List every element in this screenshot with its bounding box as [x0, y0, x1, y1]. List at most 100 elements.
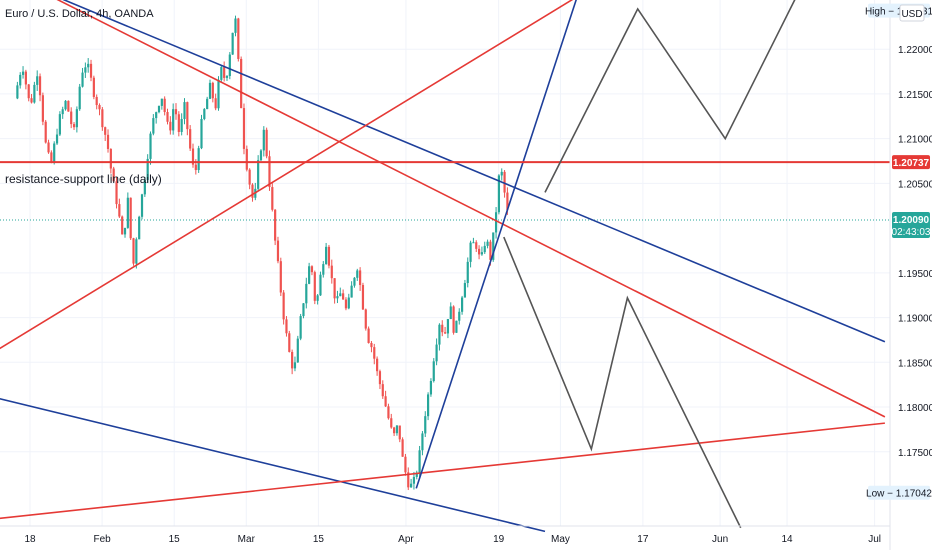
- y-tick-label: 1.18500: [898, 358, 932, 369]
- candle-body: [225, 76, 229, 78]
- candle-body: [460, 297, 464, 312]
- candle-body: [231, 32, 234, 55]
- candle-body: [401, 439, 404, 457]
- currency-badge[interactable]: USD: [899, 4, 925, 22]
- candle-body: [415, 472, 418, 477]
- x-tick-label: Feb: [93, 534, 111, 545]
- candle-body: [356, 270, 359, 278]
- candle-body: [370, 342, 373, 348]
- candle-body: [166, 112, 169, 122]
- candle-body: [367, 328, 370, 343]
- price-tag-box: [892, 155, 930, 170]
- y-tick-label: 1.22000: [898, 45, 932, 56]
- candle-body: [313, 272, 316, 301]
- candle-body: [143, 179, 146, 195]
- candle-body: [412, 476, 416, 484]
- candle-body: [217, 79, 220, 109]
- x-tick-label: 15: [169, 534, 181, 545]
- candle-body: [95, 96, 98, 106]
- candle-body: [19, 74, 22, 86]
- candle-body: [84, 67, 87, 73]
- trend-lines[interactable]: [0, 0, 890, 533]
- candle-body: [429, 380, 433, 395]
- candle-body: [109, 148, 112, 169]
- candle-body: [376, 358, 379, 372]
- candle-body: [438, 324, 441, 345]
- candle-body: [152, 118, 155, 134]
- candle-body: [30, 98, 33, 103]
- candle-body: [200, 118, 203, 149]
- x-tick-label: Jul: [868, 534, 881, 545]
- price-axis[interactable]: 1.22000 1.21500 1.21000 1.20500 1.19500 1.190…: [898, 45, 932, 459]
- candle-body: [72, 124, 76, 128]
- candle-body: [390, 418, 393, 428]
- trend-line-2: [0, 398, 546, 533]
- grid-lines: [0, 0, 890, 526]
- candle-body: [135, 239, 138, 264]
- candle-body: [234, 18, 237, 33]
- price-tag-value: High − 1.22431: [865, 7, 932, 18]
- candle-body: [279, 261, 282, 293]
- candle-body: [336, 296, 339, 299]
- candle-body: [75, 109, 78, 128]
- candle-body: [347, 297, 350, 309]
- time-axis[interactable]: 18 Feb 15 Mar 15 Apr 19 May 17 Jun 14 Jul: [24, 534, 881, 545]
- y-tick-label: 1.19000: [898, 314, 932, 325]
- candle-body: [506, 192, 509, 211]
- candle-body: [407, 472, 410, 488]
- candle-body: [16, 85, 19, 99]
- candle-body: [268, 156, 271, 188]
- candle-body: [330, 265, 333, 279]
- candle-body: [104, 127, 107, 135]
- y-tick-label: 1.18000: [898, 403, 932, 414]
- candle-body: [58, 114, 61, 135]
- candle-body: [163, 98, 166, 113]
- candle-body: [410, 483, 413, 488]
- candle-body: [115, 181, 118, 205]
- candle-body: [381, 384, 384, 397]
- projection-paths[interactable]: [503, 0, 818, 529]
- candle-body: [449, 306, 452, 320]
- candle-body: [112, 168, 115, 182]
- candle-body: [455, 320, 458, 333]
- candle-body: [191, 148, 195, 165]
- candle-body: [38, 76, 42, 96]
- candle-body: [339, 293, 342, 297]
- price-tag-box: [868, 485, 930, 500]
- candle-body: [443, 332, 447, 334]
- candle-body: [469, 242, 472, 262]
- candle-body: [424, 416, 427, 434]
- candle-body: [197, 148, 200, 171]
- x-tick-label: 18: [24, 534, 36, 545]
- candle-body: [146, 158, 149, 180]
- candle-body: [101, 109, 104, 128]
- candle-body: [129, 197, 132, 239]
- candle-body: [353, 277, 356, 286]
- candle-body: [265, 129, 268, 157]
- candle-body: [106, 134, 110, 149]
- x-tick-label: 17: [637, 534, 649, 545]
- candle-body: [138, 216, 141, 240]
- candle-body: [418, 450, 421, 473]
- y-tick-label: 1.21500: [898, 90, 932, 101]
- x-tick-label: 14: [781, 534, 793, 545]
- candle-body: [251, 184, 254, 198]
- x-tick-label: 15: [313, 534, 325, 545]
- y-tick-label: 1.17500: [898, 448, 932, 459]
- candle-body: [426, 394, 430, 417]
- candle-body: [189, 129, 192, 149]
- x-tick-label: May: [551, 534, 570, 545]
- resistance-support-label: resistance-support line (daily): [5, 172, 162, 186]
- candle-body: [89, 63, 93, 78]
- candle-body: [262, 129, 265, 151]
- candle-body: [206, 98, 209, 110]
- y-tick-label: 1.20500: [898, 179, 932, 190]
- candle-body: [342, 293, 345, 300]
- candle-body: [174, 109, 178, 115]
- candle-body: [220, 67, 223, 80]
- candle-body: [149, 133, 152, 159]
- candle-body: [319, 274, 322, 296]
- trend-line-3: [56, 0, 886, 418]
- candle-body: [492, 232, 495, 260]
